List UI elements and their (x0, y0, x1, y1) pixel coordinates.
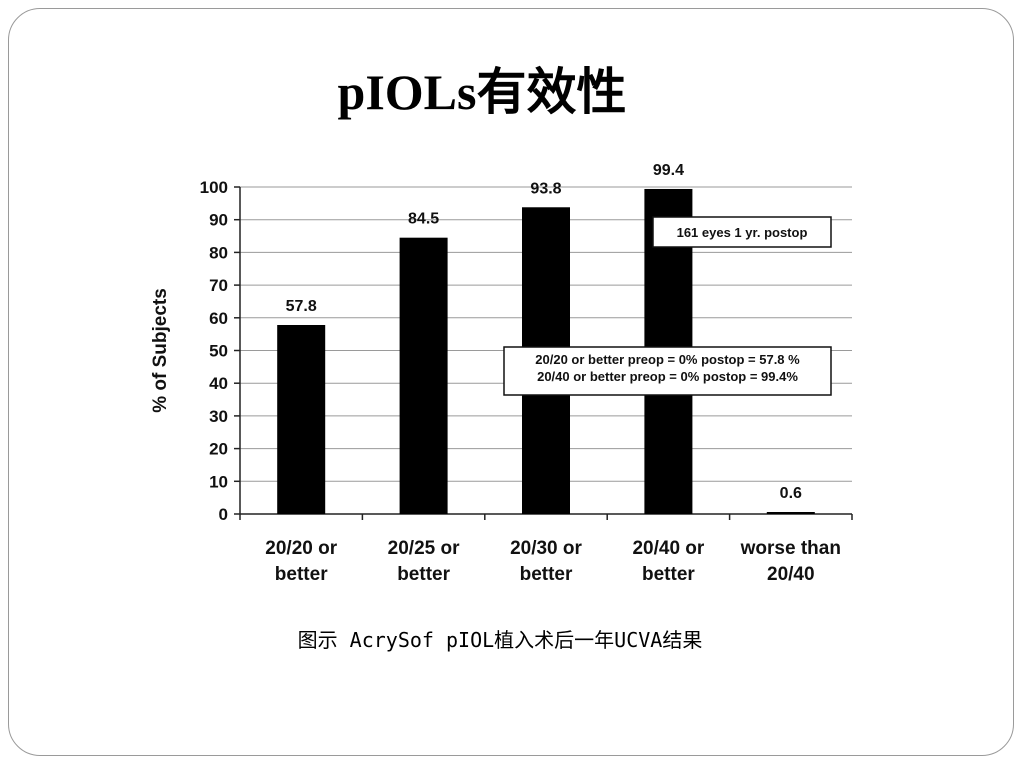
x-category-label: 20/25 or (388, 538, 460, 559)
x-category-label: better (397, 564, 450, 585)
y-tick-label: 90 (209, 211, 228, 230)
data-label: 0.6 (780, 485, 802, 502)
y-tick-label: 100 (200, 178, 228, 197)
y-axis-label: % of Subjects (150, 288, 171, 413)
data-label: 93.8 (530, 180, 561, 197)
data-label: 84.5 (408, 211, 439, 228)
y-tick-label: 20 (209, 440, 228, 459)
x-category-label: 20/20 or (265, 538, 337, 559)
bar (766, 512, 815, 514)
bar (399, 237, 448, 514)
y-tick-label: 0 (219, 505, 228, 524)
x-category-label: better (520, 564, 573, 585)
annotation-box (652, 216, 832, 248)
annotation-text: 20/40 or better preop = 0% postop = 99.4… (537, 369, 798, 384)
y-tick-label: 30 (209, 407, 228, 426)
data-label: 57.8 (286, 298, 317, 315)
figure-caption: 图示 AcrySof pIOL植入术后一年UCVA结果 (297, 628, 703, 652)
slide-frame (8, 8, 1014, 756)
y-tick-label: 70 (209, 276, 228, 295)
y-tick-label: 60 (209, 309, 228, 328)
y-tick-label: 50 (209, 342, 228, 361)
x-category-label: better (275, 564, 328, 585)
bar (277, 324, 326, 514)
x-category-label: 20/40 (767, 564, 815, 585)
y-tick-label: 40 (209, 374, 228, 393)
y-tick-label: 80 (209, 243, 228, 262)
y-tick-label: 10 (209, 472, 228, 491)
annotation-box (503, 346, 832, 396)
annotation-text: 20/20 or better preop = 0% postop = 57.8… (535, 352, 800, 367)
x-category-label: worse than (740, 538, 841, 559)
data-label: 99.4 (653, 162, 684, 179)
slide-title: pIOLs有效性 (337, 64, 627, 120)
x-category-label: 20/30 or (510, 538, 582, 559)
annotation-text: 161 eyes 1 yr. postop (677, 225, 808, 240)
x-category-label: 20/40 or (632, 538, 704, 559)
x-category-label: better (642, 564, 695, 585)
